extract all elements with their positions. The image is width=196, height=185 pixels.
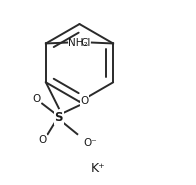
- Text: O⁻: O⁻: [84, 138, 98, 148]
- Text: O: O: [38, 135, 46, 145]
- Text: O: O: [33, 94, 41, 104]
- Text: K⁺: K⁺: [91, 162, 105, 175]
- Text: O: O: [81, 96, 89, 106]
- Text: Cl: Cl: [81, 38, 91, 48]
- Text: S: S: [54, 111, 63, 124]
- Text: NH₂: NH₂: [68, 38, 88, 48]
